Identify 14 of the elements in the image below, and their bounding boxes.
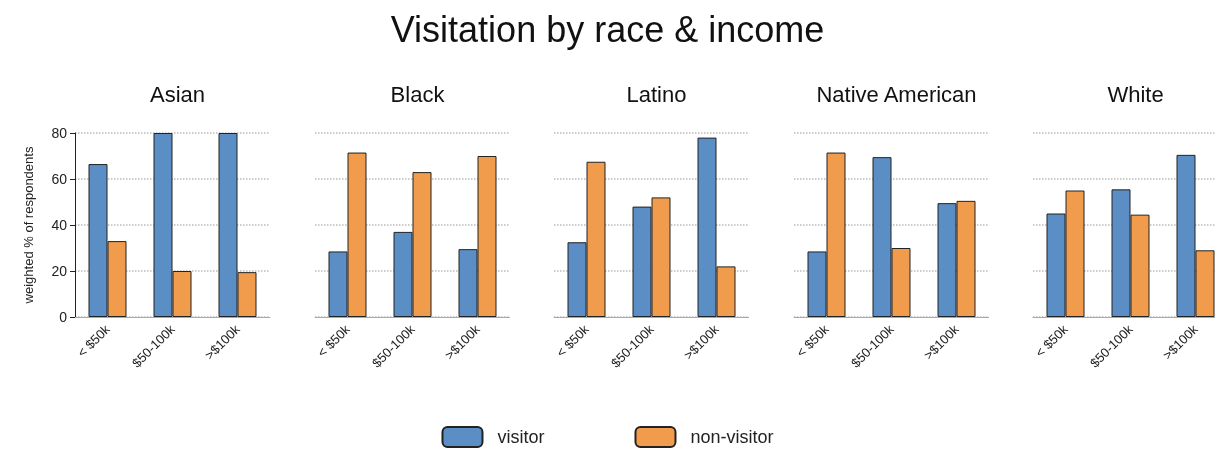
chart-title: Latino [626, 81, 687, 107]
y-axis-title: weighted % of respondents [21, 146, 36, 305]
chart-title: White [1107, 81, 1164, 107]
legend-label: visitor [497, 427, 545, 447]
y-tick-label: 80 [51, 125, 68, 141]
y-tick-label: 60 [51, 171, 68, 187]
y-tick-label: 0 [59, 309, 68, 325]
y-tick-label: 20 [51, 263, 68, 279]
chart-title: Black [390, 81, 445, 107]
chart-title: Asian [149, 81, 206, 107]
y-tick-label: 40 [51, 217, 68, 233]
chart-title: Native American [815, 81, 977, 107]
legend-label: non-visitor [690, 427, 774, 447]
text: Visitation by race & income [390, 8, 825, 50]
